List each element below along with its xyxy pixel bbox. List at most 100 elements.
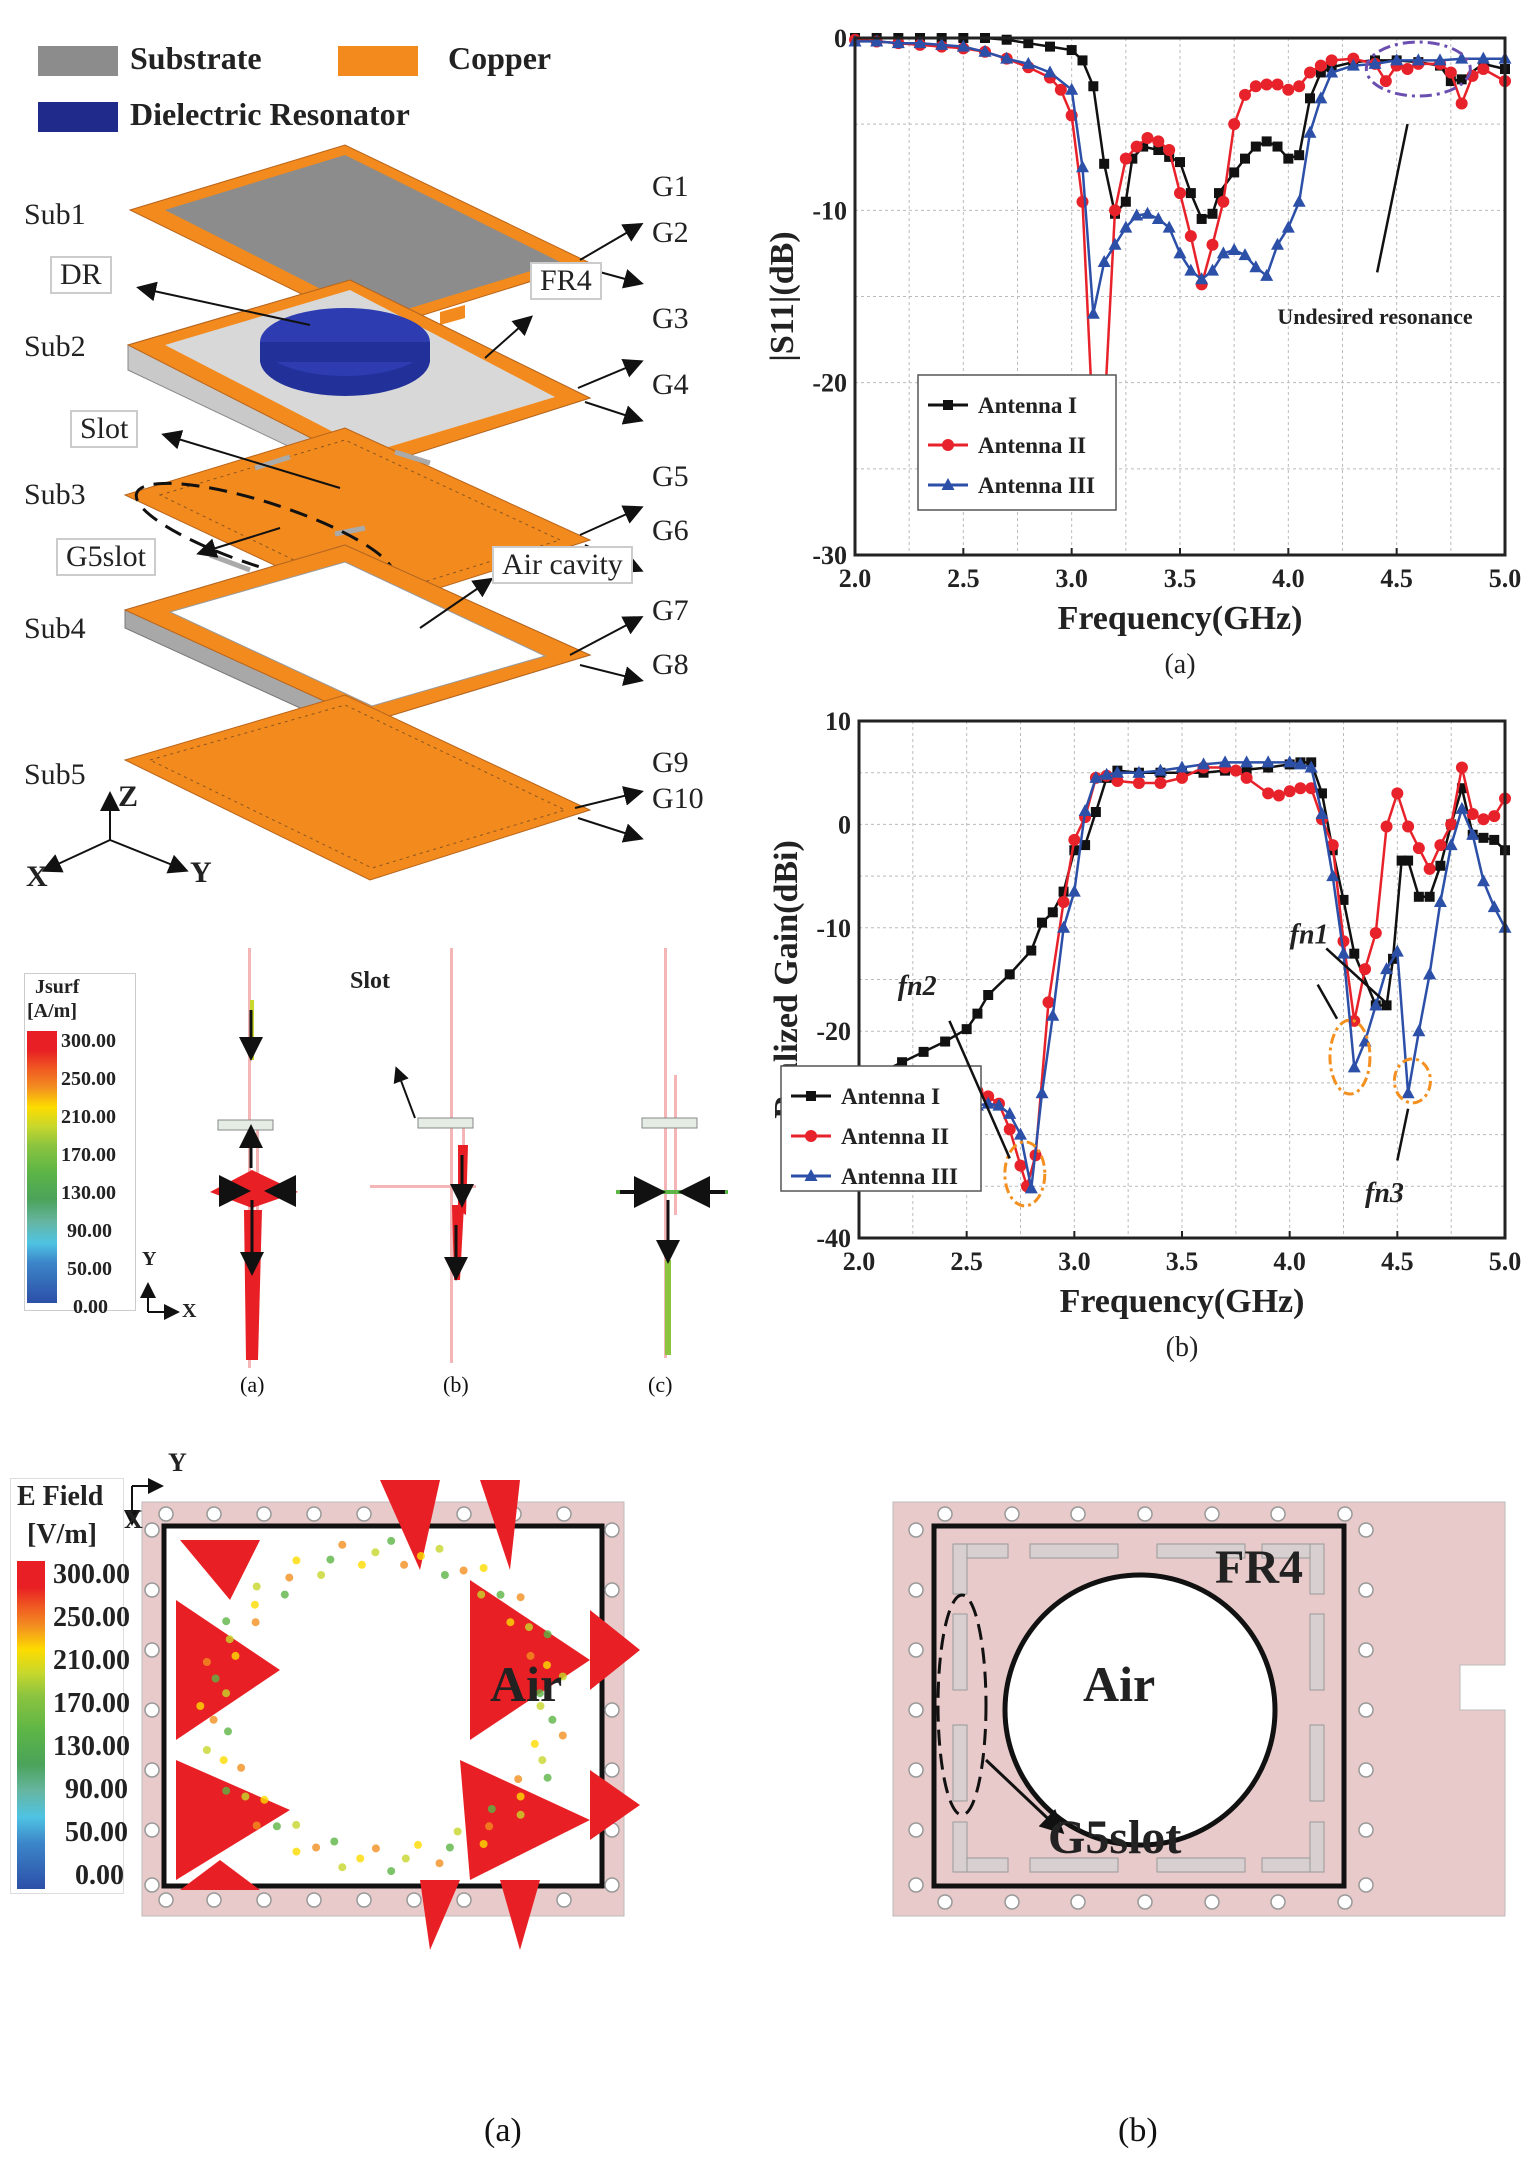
via-hole (908, 1877, 924, 1893)
field-vector (536, 1702, 545, 1710)
field-vector (251, 1618, 260, 1627)
data-point (1466, 827, 1480, 840)
data-point (1241, 764, 1252, 775)
data-point (1282, 83, 1295, 96)
field-vector (209, 1715, 218, 1724)
data-point (1003, 1106, 1017, 1119)
data-point (1173, 246, 1187, 259)
data-point (1433, 53, 1447, 66)
via-hole (1337, 1506, 1353, 1522)
fn1-highlight (1328, 1018, 1372, 1096)
data-point (1108, 237, 1122, 250)
fn3-arrow (1396, 1108, 1410, 1161)
efield-panel-b-fr4-label: FR4 (1215, 1541, 1303, 1594)
field-vector (280, 1590, 289, 1599)
data-point (1130, 208, 1144, 221)
data-point (972, 1008, 983, 1019)
data-point (1240, 771, 1253, 784)
chart-caption: (a) (1164, 649, 1195, 680)
data-point (1001, 34, 1012, 45)
field-vector (202, 1746, 211, 1754)
data-point (1240, 755, 1254, 768)
label-sub4: Sub4 (24, 612, 86, 645)
field-vector (292, 1820, 301, 1829)
field-vector (196, 1702, 205, 1710)
x-tick-label: 3.0 (1058, 1247, 1091, 1276)
data-point (1314, 59, 1327, 72)
efield-panel-b (892, 1501, 1506, 1917)
data-point (1455, 801, 1469, 814)
data-point (1271, 237, 1284, 250)
field-vector (317, 1571, 326, 1579)
field-vector (516, 1593, 525, 1602)
jsurf-scale-value: 0.00 (73, 1296, 108, 1318)
data-point (1445, 76, 1456, 87)
axis-label-y: Y (190, 856, 212, 889)
data-point (1164, 151, 1175, 162)
via-hole (1337, 1894, 1353, 1910)
label-g2: G2 (652, 216, 689, 249)
y-tick-label: -40 (816, 1224, 851, 1253)
legend-swatch-dielectric-resonator (38, 102, 118, 132)
jsurf-scale-value: 170.00 (61, 1144, 116, 1166)
label-g10: G10 (652, 782, 704, 815)
via-hole (1270, 1506, 1286, 1522)
jsurf-axis-x: X (182, 1300, 197, 1322)
data-point (992, 1098, 1006, 1111)
data-point (1380, 820, 1393, 833)
via-hole (1358, 1822, 1374, 1838)
field-vector (338, 1540, 347, 1549)
jsurf-panel-b (370, 948, 476, 1363)
data-point (1314, 91, 1328, 104)
efield-caption-a: (a) (484, 2112, 522, 2149)
data-point (1283, 785, 1296, 798)
x-tick-label: 2.0 (843, 1247, 876, 1276)
via-hole (1270, 1894, 1286, 1910)
field-vector (292, 1847, 301, 1856)
legend-label: Antenna I (978, 393, 1077, 418)
field-vector (459, 1566, 468, 1575)
field-vector (558, 1731, 567, 1740)
data-point (1130, 140, 1143, 153)
legend-marker (805, 1130, 817, 1142)
data-point (1217, 195, 1230, 208)
data-point (1434, 839, 1447, 852)
efield-scale-value: 0.00 (75, 1860, 124, 1891)
data-point (1369, 998, 1383, 1011)
via-hole (604, 1522, 620, 1538)
label-g7: G7 (652, 594, 689, 627)
data-point (1014, 1127, 1027, 1140)
field-vector (416, 1552, 425, 1560)
via-hole (604, 1877, 620, 1893)
data-point (1396, 855, 1407, 866)
field-vector (526, 1651, 535, 1660)
field-vector (250, 1600, 259, 1609)
data-point (1014, 1159, 1027, 1172)
data-point (1024, 1181, 1038, 1194)
data-point (870, 34, 884, 47)
via-hole (604, 1762, 620, 1778)
via-hole (908, 1522, 924, 1538)
y-tick-label: -20 (816, 1017, 851, 1046)
label-sub1: Sub1 (24, 198, 86, 231)
jsurf-scale-value: 210.00 (61, 1106, 116, 1128)
field-vector (252, 1582, 261, 1591)
data-point (1444, 66, 1457, 79)
efield-panel-a (124, 1478, 640, 1950)
field-vector (224, 1727, 232, 1736)
via-hole (356, 1506, 372, 1522)
data-point (1413, 891, 1424, 902)
x-tick-label: 2.5 (950, 1247, 983, 1276)
data-point (1132, 777, 1145, 790)
data-point (1489, 834, 1500, 845)
efield-panel-b-slot-label: G5slot (1048, 1811, 1182, 1864)
y-tick-label: 10 (825, 707, 851, 736)
data-point (1326, 839, 1339, 852)
field-vector (371, 1548, 380, 1557)
efield-title: E Field (17, 1481, 104, 1512)
jsurf-colorbar (27, 1031, 57, 1303)
label-g9: G9 (652, 746, 689, 779)
data-point (1391, 787, 1404, 800)
field-vector (387, 1536, 396, 1545)
data-point (1488, 810, 1501, 823)
